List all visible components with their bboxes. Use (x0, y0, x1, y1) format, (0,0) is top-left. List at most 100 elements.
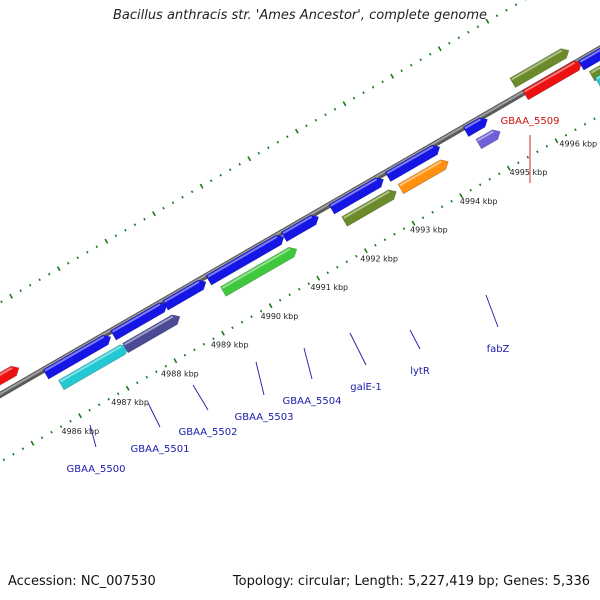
gene-gbaa-5500-b-shine (59, 345, 122, 383)
upper-tick (257, 151, 261, 155)
lower-tick (336, 265, 339, 269)
upper-tick (333, 107, 337, 111)
upper-tick (495, 14, 499, 18)
upper-tick (286, 135, 289, 139)
upper-tick (228, 168, 232, 172)
gene-red-left-shine (0, 366, 13, 376)
upper-tick (514, 3, 518, 7)
lower-tick (374, 243, 377, 247)
lower-tick (593, 117, 596, 121)
callout-line (303, 347, 313, 380)
gene-label: fabZ (487, 344, 510, 355)
gene-gbaa-5501-b (122, 314, 181, 354)
upper-tick (162, 206, 165, 210)
upper-tick (409, 63, 413, 67)
scale-label: 4989 kbp (211, 341, 249, 350)
lower-tick (469, 188, 472, 192)
gene-lytr-b (397, 159, 449, 195)
lower-tick (411, 220, 416, 226)
upper-tick (190, 190, 194, 194)
gene-fabz (462, 117, 488, 138)
upper-tick (28, 283, 32, 287)
gene-label: GBAA_5501 (130, 444, 189, 455)
lower-tick (21, 447, 25, 451)
lower-tick (193, 348, 196, 352)
scale-label: 4994 kbp (460, 197, 498, 206)
upper-tick (143, 217, 146, 221)
gene-label: GBAA_5500 (66, 464, 125, 475)
gene-fabz-b (475, 129, 501, 150)
upper-tick (342, 101, 347, 107)
lower-tick (2, 458, 6, 462)
lower-tick (402, 227, 406, 231)
upper-tick (457, 36, 461, 40)
upper-tick (104, 238, 109, 244)
upper-tick (56, 266, 61, 272)
lower-tick (145, 375, 149, 379)
callout-line (485, 294, 499, 328)
lower-tick (431, 210, 434, 214)
upper-tick (371, 85, 375, 89)
lower-tick (78, 413, 83, 419)
callout-line (349, 332, 367, 366)
upper-tick (38, 278, 41, 282)
gene-fabz-b-shine (477, 130, 494, 142)
lower-tick (564, 133, 568, 137)
lower-tick (125, 385, 130, 391)
lower-tick (554, 138, 559, 144)
gene-gbaa-5503-b (220, 246, 298, 297)
lower-tick (288, 293, 291, 297)
map-title: Bacillus anthracis str. 'Ames Ancestor',… (112, 8, 488, 23)
upper-tick (95, 245, 99, 249)
lower-tick (421, 216, 425, 220)
gene-label: GBAA_5509 (500, 116, 559, 127)
upper-tick (267, 146, 270, 150)
lower-tick (268, 303, 273, 309)
scale-label: 4990 kbp (261, 312, 299, 321)
lower-tick (59, 425, 63, 429)
gene-gbaa-5500 (42, 334, 112, 380)
gene-gbaa-5500-shine (44, 335, 105, 372)
lower-tick (212, 337, 215, 341)
gene-gale-1 (328, 177, 384, 215)
lower-tick (240, 320, 244, 324)
lower-tick (173, 358, 178, 364)
lower-tick (383, 238, 387, 242)
lower-tick (526, 155, 530, 159)
lower-tick (155, 370, 158, 374)
gene-gbaa-5502-shine (163, 280, 200, 303)
callout-line (192, 384, 209, 411)
upper-tick (419, 58, 422, 62)
lower-tick (88, 408, 91, 412)
gene-gale-1-b (341, 189, 397, 227)
gene-gbaa-5509-shine (511, 49, 563, 81)
lower-tick (440, 205, 444, 209)
upper-tick (429, 52, 432, 56)
lower-tick (498, 172, 501, 176)
gene-gbaa-5509-b-shine (524, 61, 576, 93)
gene-gale-1-shine (330, 178, 378, 207)
upper-tick (324, 113, 327, 117)
upper-tick (19, 289, 22, 293)
lower-tick (69, 419, 72, 423)
accession-text: Accession: NC_007530 (8, 574, 156, 589)
scale-label: 4993 kbp (410, 226, 448, 235)
upper-tick (133, 223, 137, 227)
gene-callout-lines (89, 135, 531, 448)
lower-tick (345, 260, 349, 264)
lower-tick (517, 161, 520, 165)
gene-right-edge (577, 47, 600, 71)
gene-gbaa-5502 (162, 279, 207, 311)
lower-tick (536, 150, 539, 154)
upper-tick (294, 128, 299, 134)
gene-lytr-shine (386, 145, 434, 175)
upper-tick (381, 80, 384, 84)
lower-tick (116, 392, 120, 396)
gene-gbaa-5504 (280, 214, 319, 243)
lower-tick (136, 381, 139, 385)
upper-tick (314, 118, 318, 122)
lower-tick (259, 309, 263, 313)
lower-tick (164, 364, 168, 368)
gene-features (0, 47, 600, 391)
gene-label: GBAA_5504 (282, 396, 341, 407)
